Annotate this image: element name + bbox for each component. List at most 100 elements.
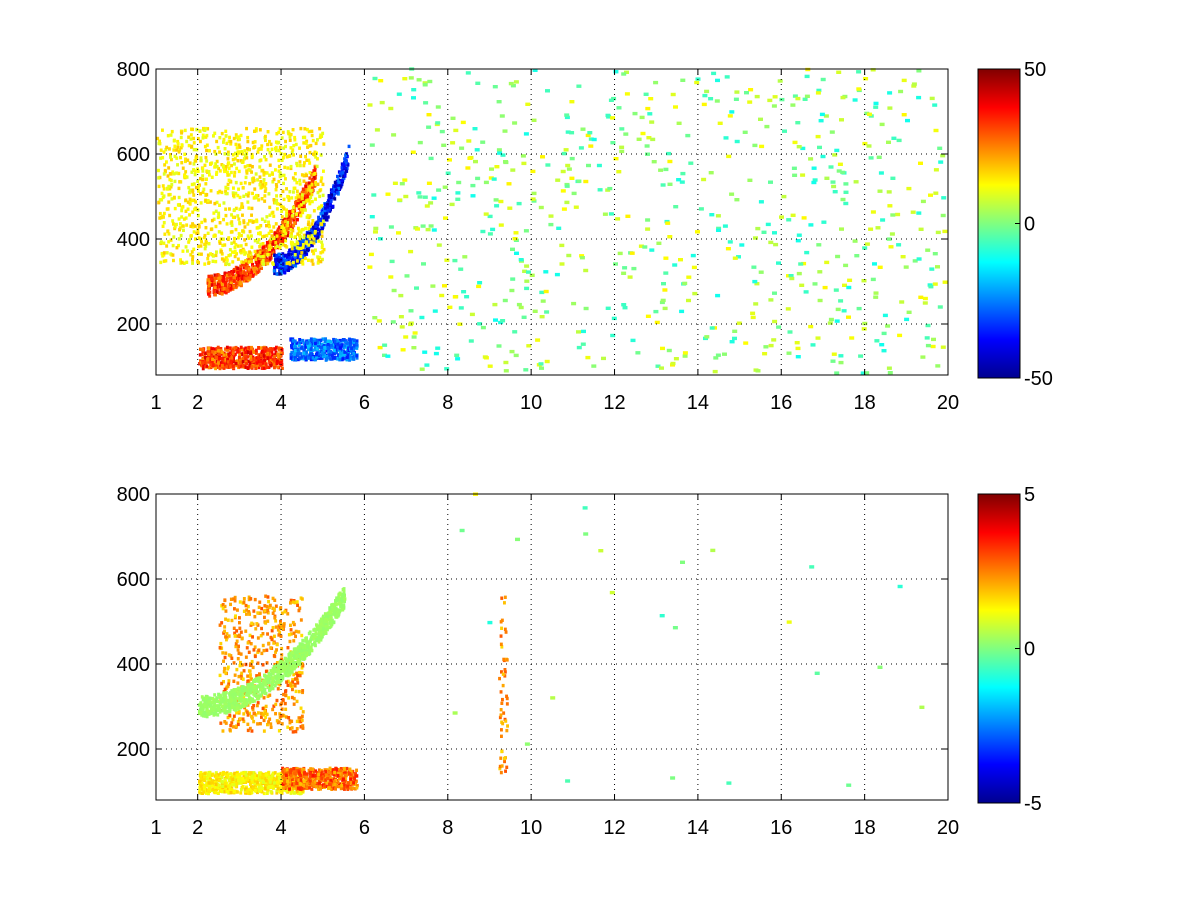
heatmap-cell	[282, 229, 286, 233]
heatmap-cell	[288, 209, 292, 214]
heatmap-cell	[530, 197, 536, 201]
heatmap-cell	[498, 320, 504, 325]
heatmap-cell	[232, 186, 235, 190]
heatmap-cell	[202, 364, 206, 368]
heatmap-cell	[290, 256, 294, 260]
heatmap-cell	[422, 350, 428, 354]
heatmap-cell	[198, 129, 202, 133]
heatmap-cell	[305, 252, 309, 256]
heatmap-cell	[918, 161, 923, 165]
heatmap-cell	[765, 222, 771, 227]
heatmap-cell	[444, 367, 450, 371]
heatmap-cell	[251, 191, 254, 196]
heatmap-cell	[251, 273, 255, 277]
heatmap-cell	[276, 242, 279, 246]
heatmap-cell	[836, 70, 842, 74]
heatmap-cell	[225, 258, 229, 262]
heatmap-cell	[247, 267, 251, 271]
heatmap-cell	[319, 259, 323, 264]
heatmap-cell	[268, 603, 272, 608]
heatmap-cell	[734, 139, 740, 144]
heatmap-cell	[816, 88, 822, 93]
heatmap-cell	[317, 349, 321, 354]
heatmap-cell	[324, 212, 327, 216]
heatmap-cell	[377, 345, 383, 350]
heatmap-cell	[792, 173, 798, 177]
heatmap-cell	[256, 690, 260, 694]
heatmap-cell	[286, 130, 290, 134]
heatmap-cell	[468, 339, 474, 343]
heatmap-cell	[245, 710, 249, 714]
heatmap-cell	[263, 184, 267, 188]
heatmap-cell	[218, 189, 222, 194]
heatmap-cell	[259, 248, 263, 253]
heatmap-cell	[274, 604, 278, 608]
heatmap-cell	[492, 85, 498, 89]
heatmap-cell	[800, 173, 806, 177]
heatmap-cell	[588, 144, 594, 148]
heatmap-cell	[277, 179, 281, 184]
heatmap-cell	[433, 351, 439, 356]
heatmap-cell	[294, 201, 298, 205]
heatmap-cell	[341, 343, 345, 347]
heatmap-cell	[306, 214, 310, 218]
heatmap-cell	[248, 163, 252, 168]
heatmap-cell	[220, 163, 224, 167]
heatmap-cell	[752, 143, 758, 148]
heatmap-cell	[313, 169, 317, 173]
heatmap-cell	[273, 271, 277, 276]
heatmap-cell	[191, 222, 194, 226]
heatmap-cell	[339, 351, 342, 355]
heatmap-cell	[622, 306, 628, 310]
heatmap-cell	[246, 200, 250, 204]
heatmap-cell	[307, 227, 311, 231]
heatmap-cell	[307, 215, 311, 220]
heatmap-cell	[658, 168, 664, 172]
heatmap-cell	[715, 293, 721, 298]
heatmap-cell	[205, 704, 209, 709]
heatmap-cell	[241, 229, 245, 233]
heatmap-cell	[308, 192, 312, 196]
heatmap-cell	[613, 262, 618, 266]
heatmap-cell	[278, 346, 282, 351]
heatmap-cell	[532, 309, 538, 313]
heatmap-cell	[264, 594, 268, 598]
heatmap-cell	[588, 137, 594, 141]
heatmap-cell	[192, 168, 196, 172]
heatmap-cell	[399, 182, 405, 186]
heatmap-cell	[211, 697, 215, 701]
heatmap-cell	[715, 78, 720, 83]
heatmap-cell	[304, 190, 308, 195]
heatmap-cell	[300, 208, 303, 212]
heatmap-cell	[263, 358, 266, 363]
heatmap-cell	[712, 369, 718, 374]
heatmap-cell	[280, 229, 284, 233]
heatmap-cell	[320, 240, 324, 244]
heatmap-cell	[185, 175, 189, 179]
heatmap-cell	[642, 245, 648, 249]
heatmap-cell	[311, 356, 315, 360]
heatmap-cell	[275, 234, 279, 238]
heatmap-cell	[230, 721, 234, 725]
heatmap-cell	[916, 69, 922, 73]
heatmap-cell	[300, 633, 304, 638]
heatmap-cell	[412, 331, 418, 335]
heatmap-cell	[214, 209, 218, 213]
heatmap-cell	[239, 630, 243, 634]
heatmap-cell	[890, 213, 896, 217]
heatmap-cell	[227, 653, 231, 657]
heatmap-cell	[156, 136, 160, 141]
heatmap-cell	[278, 353, 282, 358]
heatmap-cell	[302, 201, 305, 205]
heatmap-cell	[287, 198, 291, 202]
heatmap-cell	[166, 174, 170, 178]
heatmap-cell	[264, 158, 268, 162]
heatmap-cell	[509, 349, 515, 354]
heatmap-cell	[830, 359, 836, 363]
heatmap-cell	[229, 602, 232, 607]
heatmap-cell	[608, 98, 614, 102]
heatmap-cell	[183, 152, 187, 156]
heatmap-cell	[355, 354, 359, 358]
heatmap-cell	[194, 154, 198, 158]
heatmap-cell	[456, 180, 462, 185]
